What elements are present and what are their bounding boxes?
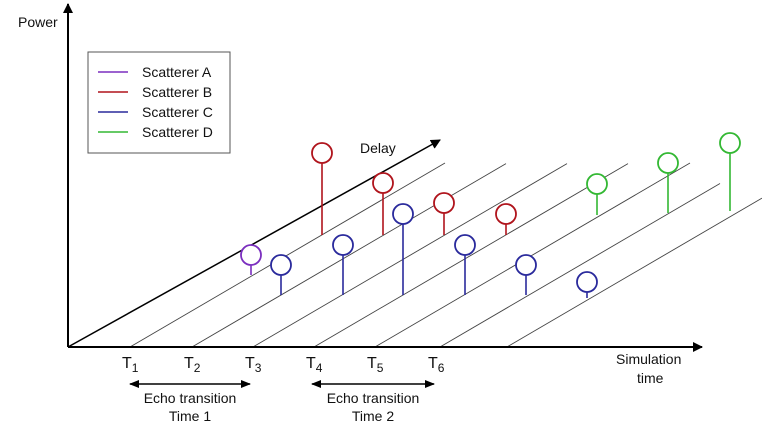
transition-1-line1: Echo transition	[144, 390, 237, 406]
time-tick-label: T4	[306, 355, 323, 375]
delay-axis	[67, 139, 441, 348]
time-label: time	[637, 370, 664, 386]
stem-scatterer-d	[586, 173, 608, 215]
time-ticks: T1 T2 T3 T4 T5 T6	[122, 355, 445, 375]
scatterer-stems	[240, 132, 741, 298]
delay-line	[506, 197, 762, 348]
legend-label: Scatterer A	[142, 64, 212, 80]
legend: Scatterer A Scatterer B Scatterer C Scatter…	[87, 51, 231, 154]
delay-line	[439, 183, 721, 348]
stem-scatterer-a	[240, 244, 262, 275]
legend-label: Scatterer D	[142, 124, 213, 140]
legend-label: Scatterer C	[142, 104, 213, 120]
delay-line	[252, 163, 568, 348]
time-tick-label: T6	[428, 355, 445, 375]
delay-line	[313, 163, 629, 348]
delay-line	[129, 162, 446, 348]
delay-lines	[129, 162, 762, 348]
stem-scatterer-d	[719, 132, 741, 211]
delay-line	[191, 163, 507, 348]
simulation-label: Simulation	[616, 351, 681, 367]
power-label: Power	[18, 14, 58, 30]
delay-label: Delay	[360, 140, 396, 156]
stem-scatterer-b	[433, 192, 455, 235]
stem-scatterer-c	[332, 234, 354, 295]
stem-scatterer-b	[495, 203, 517, 235]
stem-scatterer-d	[657, 152, 679, 213]
legend-label: Scatterer B	[142, 84, 212, 100]
transition-2-line1: Echo transition	[327, 390, 420, 406]
stem-scatterer-c	[454, 234, 476, 295]
stem-scatterer-c	[515, 254, 537, 295]
stem-scatterer-c	[270, 254, 292, 295]
time-tick-label: T5	[367, 355, 384, 375]
stem-scatterer-c	[392, 203, 414, 295]
stem-scatterer-b	[372, 172, 394, 235]
time-tick-label: T2	[184, 355, 201, 375]
time-tick-label: T1	[122, 355, 139, 375]
stem-scatterer-c	[576, 271, 598, 298]
delay-line	[374, 162, 691, 348]
transition-1-line2: Time 1	[169, 408, 211, 424]
time-tick-label: T3	[245, 355, 262, 375]
stem-scatterer-b	[311, 142, 333, 235]
transition-2-line2: Time 2	[352, 408, 394, 424]
